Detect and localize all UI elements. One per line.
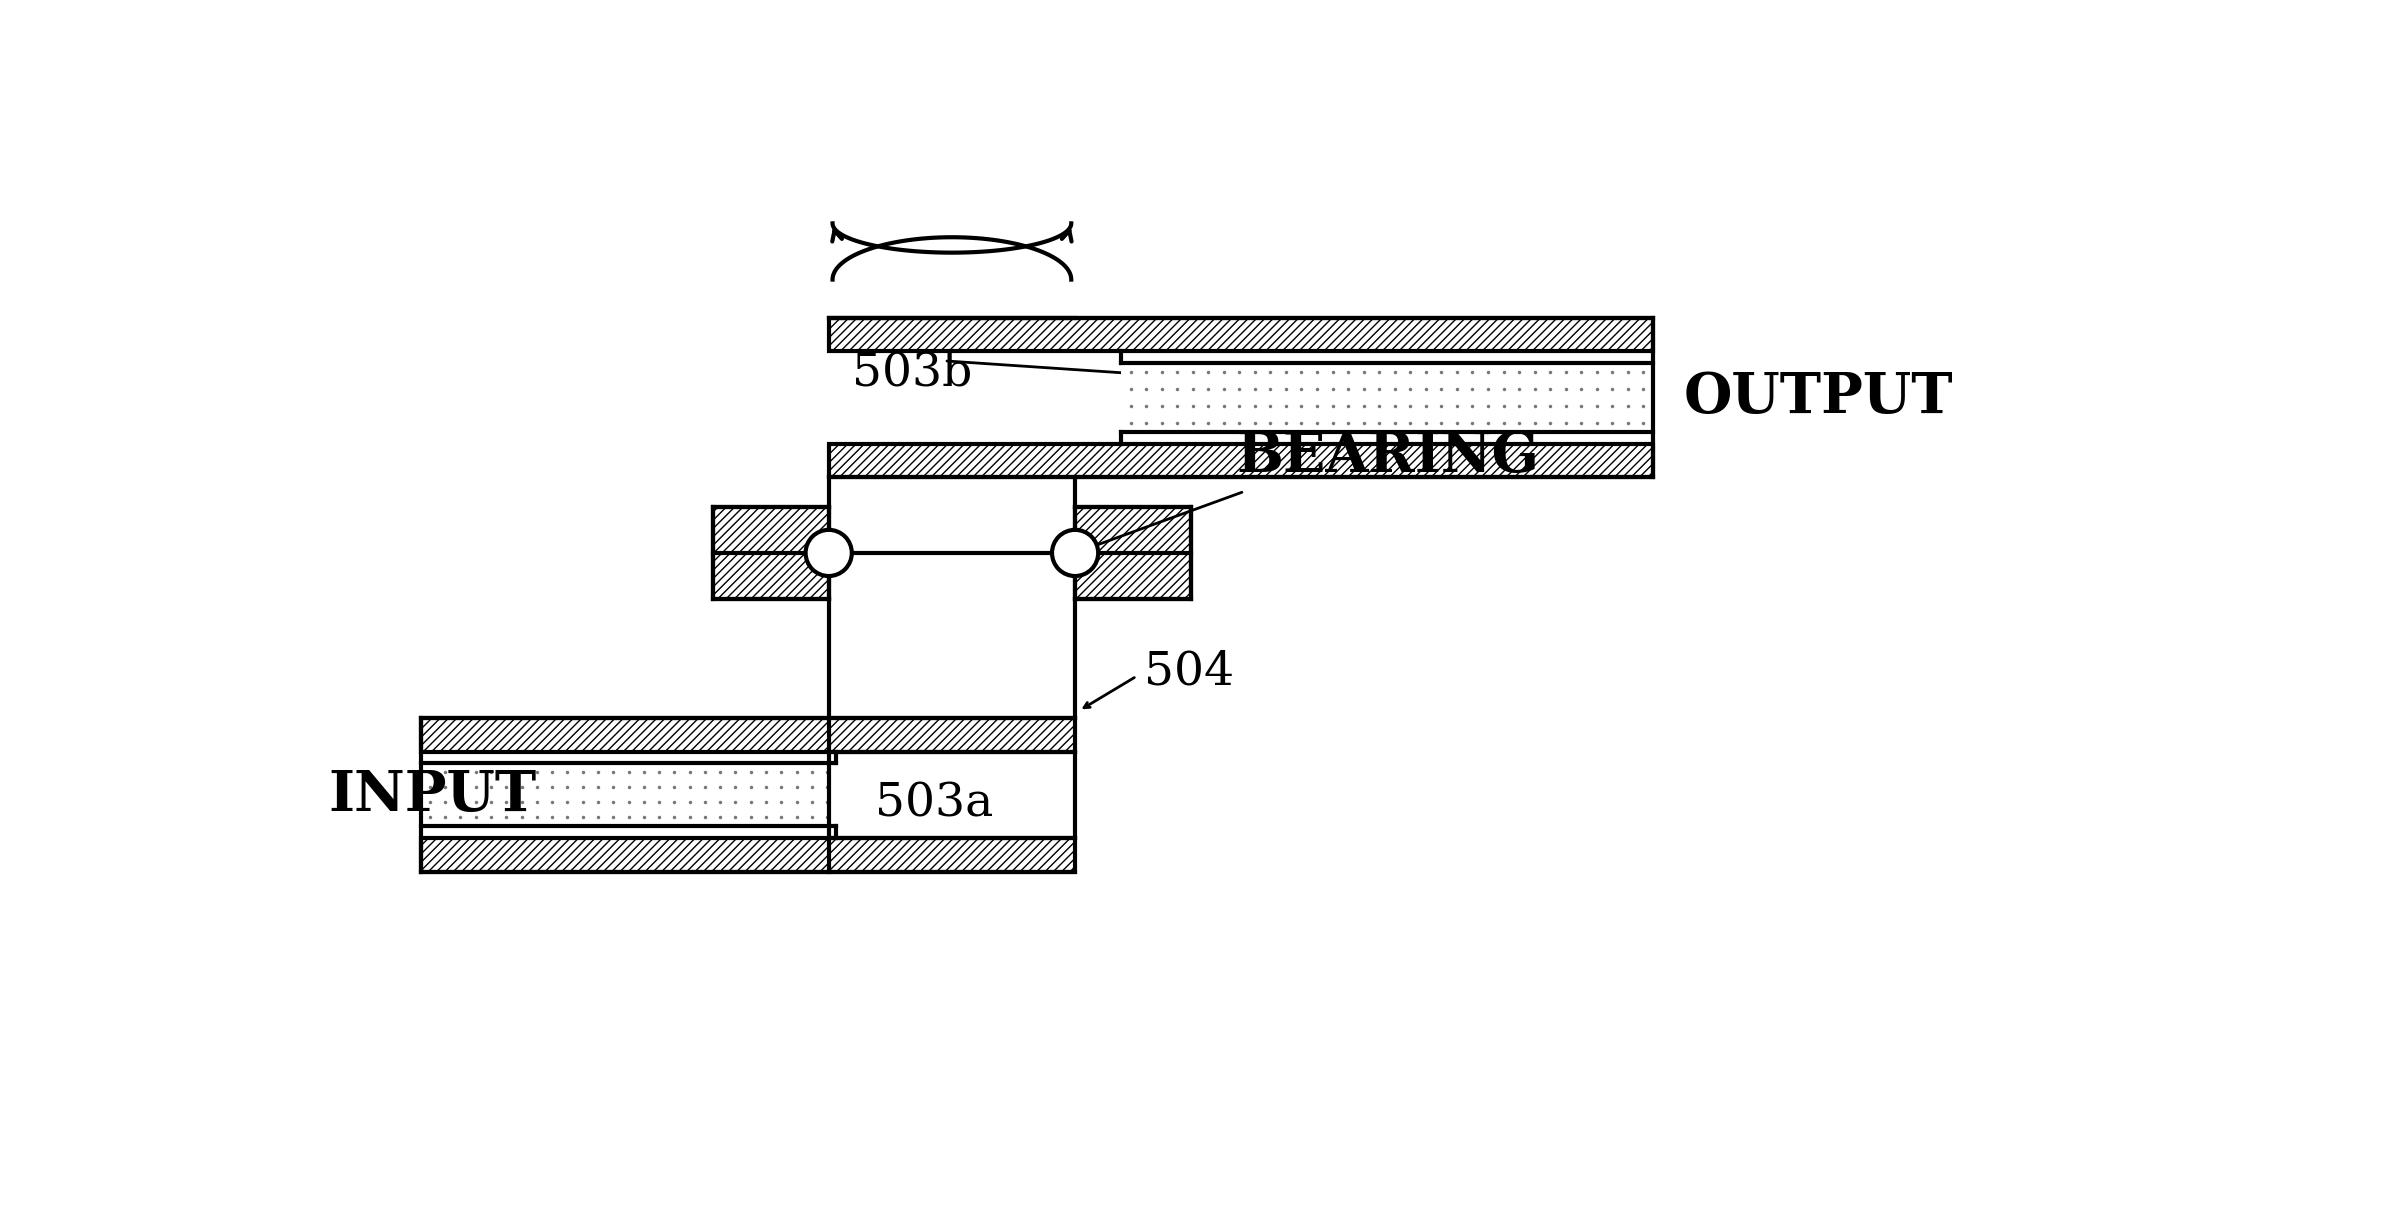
Circle shape [1053, 530, 1098, 576]
Text: 504: 504 [1144, 649, 1235, 695]
Bar [421, 763, 838, 827]
Text: 503b: 503b [852, 350, 972, 395]
Text: BEARING: BEARING [1237, 428, 1539, 484]
Text: 503a: 503a [876, 781, 993, 827]
Bar [421, 752, 1074, 838]
Bar [1122, 363, 1654, 432]
Bar [421, 718, 1074, 752]
Bar [421, 838, 1074, 873]
Circle shape [806, 530, 852, 576]
Bar [1074, 507, 1192, 599]
Bar [828, 351, 1654, 444]
Text: OUTPUT: OUTPUT [1682, 371, 1953, 425]
Bar [828, 444, 1654, 478]
Bar [828, 319, 1654, 351]
Text: INPUT: INPUT [328, 768, 536, 823]
Bar [713, 507, 828, 599]
